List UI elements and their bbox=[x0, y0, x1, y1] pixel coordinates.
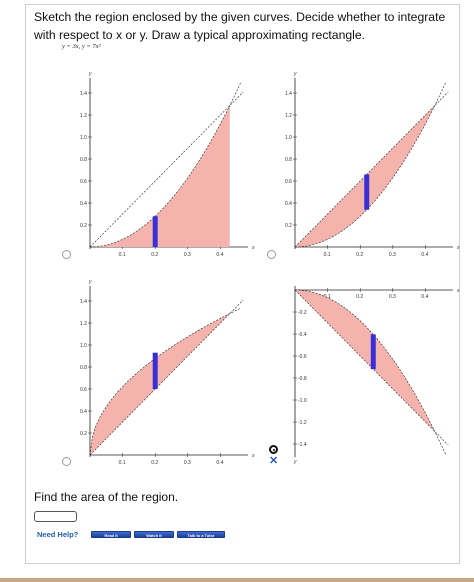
y-tick-label: 0.4 bbox=[285, 201, 292, 207]
parabola-curve bbox=[89, 81, 242, 248]
graph-option-bottom-left[interactable]: x y 0.1 0.2 0.3 0.4 0.2 0.4 0.6 0.8 1.0 1.2 1.4 bbox=[80, 279, 255, 470]
y-tick-label: -1.4 bbox=[298, 442, 307, 448]
x-tick-label: 0.1 bbox=[119, 460, 126, 466]
x-tick-label: 0.3 bbox=[389, 294, 396, 300]
y-axis-label: y bbox=[88, 71, 92, 77]
area-answer-input[interactable] bbox=[34, 511, 77, 522]
x-tick-label: 0.2 bbox=[356, 294, 363, 300]
y-tick-label: 1.4 bbox=[80, 91, 87, 97]
parabola-curve bbox=[294, 289, 447, 456]
graph-option-top-right[interactable]: x y 0.1 0.2 0.3 0.4 0.2 0.4 0.6 0.8 1.0 1.2 1.4 bbox=[285, 71, 460, 262]
line-curve-y-3x bbox=[89, 299, 244, 456]
y-tick-label: 0.8 bbox=[80, 157, 87, 163]
y-tick-label: -0.2 bbox=[298, 310, 307, 316]
y-tick-label: 1.2 bbox=[80, 321, 87, 327]
area-prompt: Find the area of the region. bbox=[34, 490, 179, 504]
y-tick-label: 0.8 bbox=[80, 365, 87, 371]
line-curve-y-3x bbox=[294, 91, 449, 248]
y-tick-label: 0.6 bbox=[80, 387, 87, 393]
y-tick-label: 0.6 bbox=[285, 179, 292, 185]
y-tick-label: -1.2 bbox=[298, 420, 307, 426]
y-tick-label: 1.4 bbox=[80, 299, 87, 305]
approximating-rectangle bbox=[370, 334, 376, 370]
incorrect-mark-icon: ✕ bbox=[269, 455, 279, 467]
radio-option-top-left[interactable] bbox=[62, 250, 71, 259]
graph-option-top-left[interactable]: x y 0.1 0.2 0.3 0.4 0.2 0.4 0.6 0.8 1.0 1.2 1.4 bbox=[80, 71, 255, 262]
need-help-label: Need Help? bbox=[37, 530, 79, 539]
question-line-2: with respect to x or y. Draw a typical a… bbox=[34, 28, 366, 42]
y-tick-label: 0.4 bbox=[80, 201, 87, 207]
x-tick-label: 0.2 bbox=[151, 460, 158, 466]
question-text: Sketch the region enclosed by the given … bbox=[34, 8, 454, 44]
graph-option-bottom-right[interactable]: x y 0.1 0.2 0.3 0.4 -0.2 -0.4 -0.6 -0.8 -1.0 -1.2 -1… bbox=[285, 280, 460, 470]
x-tick-label: 0.3 bbox=[389, 252, 396, 258]
x-tick-label: 0.2 bbox=[151, 252, 158, 258]
x-tick-label: 0.3 bbox=[184, 252, 191, 258]
question-line-1: Sketch the region enclosed by the given … bbox=[34, 10, 446, 24]
x-tick-label: 0.1 bbox=[119, 252, 126, 258]
y-axis-label: y bbox=[293, 459, 297, 465]
y-tick-label: 1.0 bbox=[285, 135, 292, 141]
x-tick-label: 0.2 bbox=[356, 252, 363, 258]
x-tick-label: 0.3 bbox=[184, 460, 191, 466]
y-tick-label: 1.2 bbox=[80, 113, 87, 119]
x-tick-label: 0.1 bbox=[324, 252, 331, 258]
y-tick-label: 0.6 bbox=[80, 179, 87, 185]
given-equations: y = 3x, y = 7x² bbox=[62, 43, 101, 50]
y-tick-label: -0.8 bbox=[298, 376, 307, 382]
approximating-rectangle bbox=[152, 352, 158, 389]
line-curve-y-3x bbox=[89, 91, 244, 248]
y-tick-label: 0.4 bbox=[80, 409, 87, 415]
y-tick-label: -0.6 bbox=[298, 354, 307, 360]
page-bottom-border bbox=[0, 578, 474, 582]
x-tick-label: 0.4 bbox=[421, 252, 428, 258]
x-tick-label: 0.4 bbox=[216, 252, 223, 258]
x-axis-label: x bbox=[456, 245, 460, 251]
x-axis-label: x bbox=[251, 453, 255, 459]
y-tick-label: 1.0 bbox=[80, 135, 87, 141]
y-tick-label: 0.2 bbox=[285, 223, 292, 229]
y-tick-label: 1.0 bbox=[80, 343, 87, 349]
radio-option-top-right[interactable] bbox=[267, 250, 276, 259]
y-tick-label: -0.4 bbox=[298, 332, 307, 338]
parabola-curve bbox=[89, 308, 241, 456]
y-axis-label: y bbox=[293, 71, 297, 77]
x-tick-label: 0.1 bbox=[324, 294, 331, 300]
y-tick-label: -1.0 bbox=[298, 398, 307, 404]
radio-option-bottom-right[interactable] bbox=[269, 445, 278, 454]
y-axis-label: y bbox=[88, 279, 92, 285]
y-tick-label: 0.8 bbox=[285, 157, 292, 163]
y-tick-label: 0.2 bbox=[80, 223, 87, 229]
x-axis-label: x bbox=[456, 288, 460, 294]
question-card bbox=[25, 4, 460, 564]
y-tick-label: 1.4 bbox=[285, 91, 292, 97]
x-tick-label: 0.4 bbox=[421, 294, 428, 300]
x-tick-label: 0.4 bbox=[216, 460, 223, 466]
x-axis-label: x bbox=[251, 245, 255, 251]
radio-option-bottom-left[interactable] bbox=[62, 457, 71, 466]
watch-it-button[interactable]: Watch It bbox=[134, 531, 174, 538]
y-tick-label: 0.2 bbox=[80, 431, 87, 437]
approximating-rectangle bbox=[152, 216, 158, 247]
parabola-curve bbox=[294, 81, 447, 248]
y-tick-label: 1.2 bbox=[285, 113, 292, 119]
read-it-button[interactable]: Read It bbox=[91, 531, 131, 538]
talk-to-tutor-button[interactable]: Talk to a Tutor bbox=[177, 531, 225, 538]
approximating-rectangle bbox=[364, 174, 370, 210]
shaded-region bbox=[90, 105, 230, 247]
